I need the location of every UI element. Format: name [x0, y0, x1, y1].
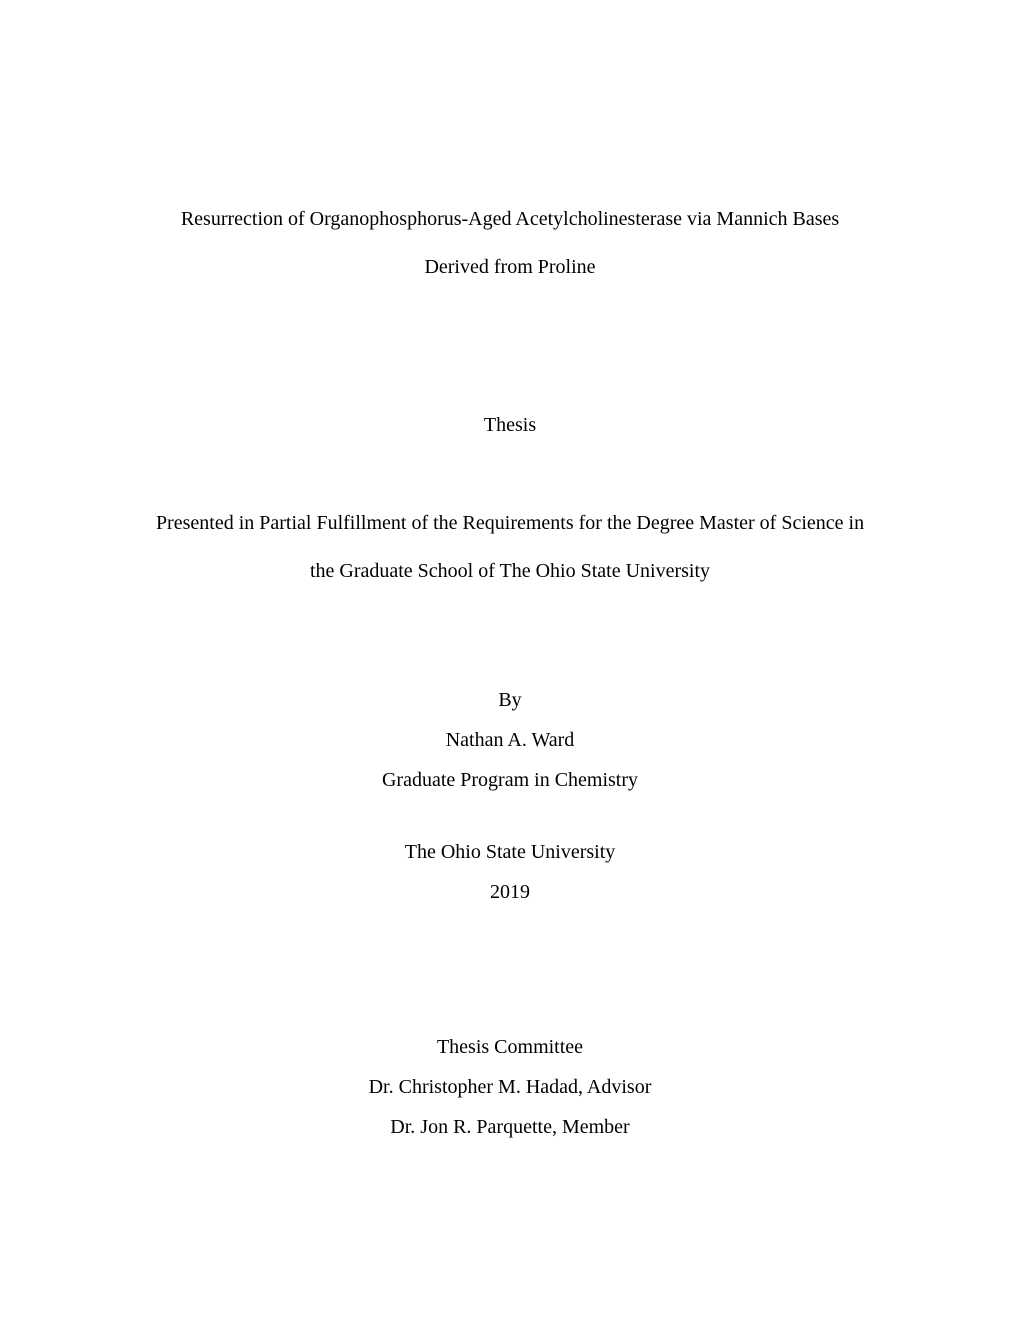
advisor-name: Dr. Christopher M. Hadad, Advisor	[130, 1067, 890, 1107]
committee-label: Thesis Committee	[130, 1027, 890, 1067]
program-name: Graduate Program in Chemistry	[130, 760, 890, 800]
fulfillment-line-1: Presented in Partial Fulfillment of the …	[130, 499, 890, 547]
author-block: By Nathan A. Ward Graduate Program in Ch…	[130, 680, 890, 800]
university-name: The Ohio State University	[130, 832, 890, 872]
fulfillment-line-2: the Graduate School of The Ohio State Un…	[130, 547, 890, 595]
year: 2019	[130, 872, 890, 912]
author-name: Nathan A. Ward	[130, 720, 890, 760]
by-label: By	[130, 680, 890, 720]
committee-block: Thesis Committee Dr. Christopher M. Hada…	[130, 1027, 890, 1147]
thesis-label-text: Thesis	[130, 401, 890, 449]
thesis-title-page: Resurrection of Organophosphorus-Aged Ac…	[130, 195, 890, 1147]
title-line-2: Derived from Proline	[130, 243, 890, 291]
fulfillment-statement: Presented in Partial Fulfillment of the …	[130, 499, 890, 595]
thesis-label: Thesis	[130, 401, 890, 449]
title-line-1: Resurrection of Organophosphorus-Aged Ac…	[130, 195, 890, 243]
thesis-title: Resurrection of Organophosphorus-Aged Ac…	[130, 195, 890, 291]
university-block: The Ohio State University 2019	[130, 832, 890, 912]
member-name: Dr. Jon R. Parquette, Member	[130, 1107, 890, 1147]
